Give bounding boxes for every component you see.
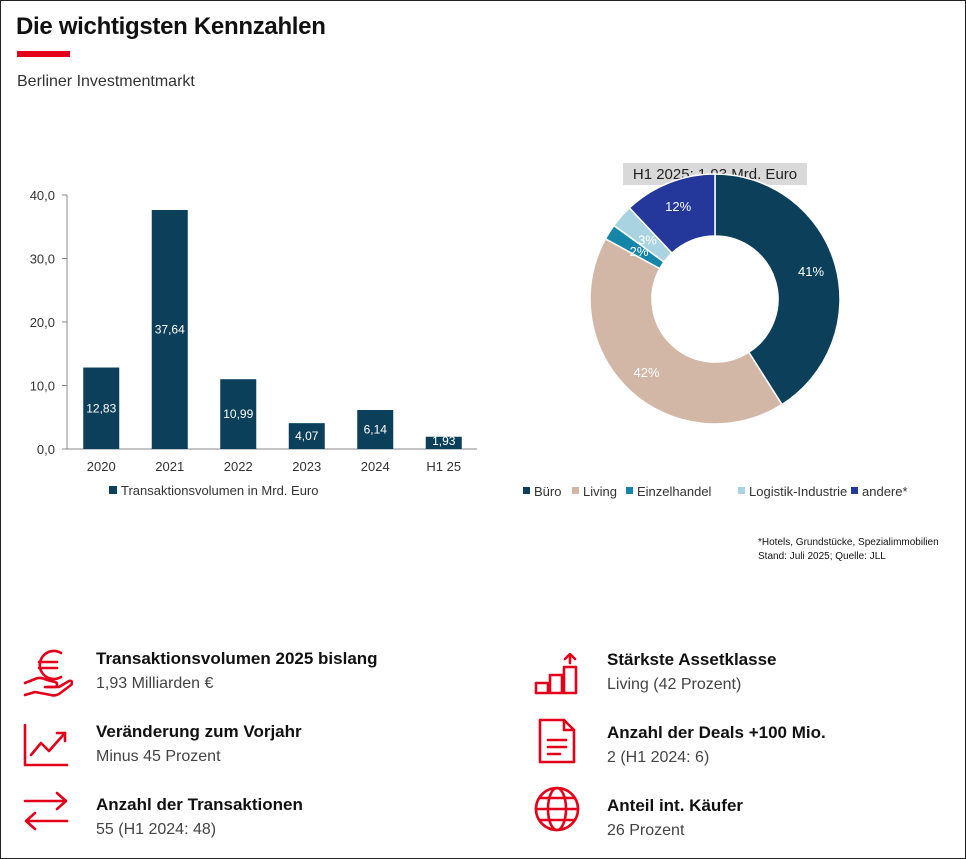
bar-value-label: 1,93 [432, 434, 456, 448]
donut-slice [589, 237, 784, 425]
footnote-line-1: *Hotels, Grundstücke, Spezialimmobilien [758, 537, 939, 548]
bar [425, 436, 462, 449]
bar-growth-icon [534, 652, 580, 700]
document-icon [538, 718, 578, 769]
legend-label: Living [583, 484, 617, 499]
bar-value-label: 10,99 [223, 407, 253, 421]
bar [220, 379, 257, 449]
kpi-value-staerkste-assetklasse: Living (42 Prozent) [607, 676, 742, 693]
donut-slice-label: 3% [638, 232, 657, 247]
donut-slice-label: 41% [798, 264, 824, 279]
kpi-value-anzahl-deals: 2 (H1 2024: 6) [607, 749, 710, 766]
legend-label: Transaktionsvolumen in Mrd. Euro [121, 483, 319, 498]
footnote: *Hotels, Grundstücke, Spezialimmobilien … [758, 536, 939, 564]
legend-swatch [523, 487, 530, 494]
kpi-title-staerkste-assetklasse: Stärkste Assetklasse [607, 650, 777, 669]
page-title: Die wichtigsten Kennzahlen [16, 13, 326, 40]
x-tick-label: 2024 [361, 459, 390, 474]
donut-slice [714, 173, 841, 406]
legend-swatch [626, 487, 633, 494]
kpi-value-anteil-kaeufer: 26 Prozent [607, 822, 685, 839]
bar [357, 410, 394, 449]
kpi-title-anteil-kaeufer: Anteil int. Käufer [607, 796, 744, 815]
legend-label: Büro [534, 484, 561, 499]
y-tick-label: 10,0 [30, 379, 55, 394]
globe-icon [533, 785, 581, 838]
kpi-title-transaktionsvolumen: Transaktionsvolumen 2025 bislang [96, 649, 378, 668]
kpi-value-transaktionsvolumen: 1,93 Milliarden € [96, 675, 214, 692]
x-tick-label: 2022 [224, 459, 253, 474]
legend-swatch [572, 487, 579, 494]
legend-swatch [738, 487, 745, 494]
x-tick-label: H1 25 [426, 459, 461, 474]
donut-slice-label: 12% [665, 199, 691, 214]
kpi-title-veraenderung: Veränderung zum Vorjahr [96, 722, 302, 741]
legend-swatch [109, 486, 117, 494]
title-accent-bar [17, 51, 70, 57]
bar-value-label: 12,83 [86, 401, 116, 415]
legend-label: Einzelhandel [637, 484, 712, 499]
legend-swatch [851, 487, 858, 494]
bar [288, 423, 325, 449]
donut-chart: H1 2025: 1,93 Mrd. Euro41%42%2%3%12%Büro… [523, 163, 908, 499]
x-tick-label: 2021 [155, 459, 184, 474]
bar-chart: 0,0 10,0 20,0 30,0 40,0 12,83 2020 37,64 2021 10,… [30, 188, 477, 498]
y-tick-label: 20,0 [30, 315, 55, 330]
bar [83, 367, 120, 449]
kpi-title-anzahl-transaktionen: Anzahl der Transaktionen [96, 795, 303, 814]
x-tick-label: 2020 [87, 459, 116, 474]
kpi-value-veraenderung: Minus 45 Prozent [96, 748, 221, 765]
kpi-value-anzahl-transaktionen: 55 (H1 2024: 48) [96, 821, 217, 838]
x-tick-label: 2023 [292, 459, 321, 474]
legend-label: andere* [862, 484, 908, 499]
donut-slice-label: 42% [634, 365, 660, 380]
footnote-line-2: Stand: Juli 2025; Quelle: JLL [758, 551, 886, 562]
bar-value-label: 6,14 [364, 423, 388, 437]
bar [151, 209, 188, 449]
legend-label: Logistik-Industrie [749, 484, 847, 499]
exchange-arrows-icon [23, 791, 69, 836]
y-tick-label: 0,0 [37, 442, 55, 457]
y-tick-label: 30,0 [30, 252, 55, 267]
trend-chart-icon [23, 723, 69, 772]
donut-slice [628, 173, 716, 255]
euro-hand-icon [23, 647, 74, 704]
bar-value-label: 4,07 [295, 429, 319, 443]
kpi-title-anzahl-deals: Anzahl der Deals +100 Mio. [607, 723, 826, 742]
bar-value-label: 37,64 [155, 322, 185, 336]
page-subtitle: Berliner Investmentmarkt [17, 73, 195, 90]
y-tick-label: 40,0 [30, 188, 55, 203]
